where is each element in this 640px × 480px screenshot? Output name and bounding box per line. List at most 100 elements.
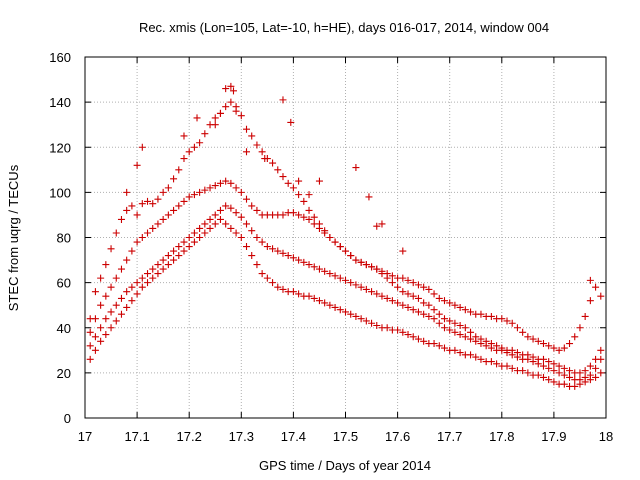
data-point bbox=[138, 283, 146, 291]
data-point bbox=[97, 324, 105, 332]
data-point bbox=[175, 202, 183, 210]
data-point bbox=[305, 215, 313, 223]
y-tick-label: 80 bbox=[57, 231, 71, 246]
data-point bbox=[279, 285, 287, 293]
data-point bbox=[326, 234, 334, 241]
data-point bbox=[503, 349, 511, 357]
data-point bbox=[216, 215, 224, 223]
data-point bbox=[185, 193, 193, 201]
data-point bbox=[378, 220, 386, 228]
data-point bbox=[420, 310, 428, 318]
y-tick-label: 60 bbox=[57, 276, 71, 291]
x-tick-label: 17.5 bbox=[333, 429, 358, 444]
data-point bbox=[305, 206, 313, 214]
data-point bbox=[342, 308, 349, 316]
data-point bbox=[347, 310, 355, 318]
data-point bbox=[566, 340, 574, 348]
data-point bbox=[159, 265, 167, 273]
data-point bbox=[477, 310, 485, 318]
data-point bbox=[164, 252, 172, 260]
data-point bbox=[133, 290, 141, 298]
data-point bbox=[362, 317, 370, 325]
data-point bbox=[331, 238, 339, 246]
data-point bbox=[550, 378, 558, 386]
data-point bbox=[180, 197, 188, 205]
data-point bbox=[451, 328, 459, 336]
data-point bbox=[170, 247, 178, 255]
data-point bbox=[123, 288, 131, 296]
data-point bbox=[222, 103, 230, 111]
data-point bbox=[258, 270, 266, 278]
data-point bbox=[164, 184, 172, 192]
data-point bbox=[216, 206, 224, 214]
data-point bbox=[503, 317, 511, 325]
data-point bbox=[295, 177, 303, 185]
data-point bbox=[287, 118, 295, 126]
data-point bbox=[310, 294, 318, 302]
y-axis-label: STEC from uqrg / TECUs bbox=[6, 164, 21, 311]
data-point bbox=[571, 333, 579, 341]
data-point bbox=[154, 195, 162, 203]
data-point bbox=[144, 229, 152, 237]
data-point bbox=[123, 206, 131, 214]
data-point bbox=[555, 362, 563, 370]
data-point bbox=[362, 285, 370, 293]
data-point bbox=[289, 209, 297, 217]
data-point bbox=[190, 191, 198, 199]
data-point bbox=[365, 193, 373, 201]
data-point bbox=[175, 166, 183, 174]
data-point bbox=[321, 229, 329, 237]
data-point bbox=[180, 238, 188, 246]
axis-ticks: 17 17.1 17.2 17.3 17.4 17.5 17.6 17.7 17.8 17.9 18… bbox=[49, 50, 613, 444]
data-point bbox=[409, 279, 417, 287]
data-point bbox=[211, 220, 219, 228]
data-point bbox=[133, 161, 141, 169]
data-point bbox=[237, 112, 245, 120]
data-point bbox=[420, 283, 428, 291]
data-point bbox=[216, 109, 224, 117]
data-point bbox=[229, 87, 237, 95]
data-point bbox=[586, 362, 594, 370]
data-point bbox=[279, 173, 287, 181]
data-point bbox=[133, 211, 141, 219]
data-point bbox=[263, 274, 271, 282]
data-point bbox=[201, 130, 209, 138]
data-point bbox=[196, 224, 204, 232]
data-point bbox=[269, 159, 277, 167]
data-point bbox=[243, 243, 251, 251]
data-point bbox=[237, 213, 245, 221]
data-point bbox=[295, 211, 303, 219]
data-point bbox=[477, 355, 485, 363]
data-point bbox=[539, 340, 547, 348]
data-point bbox=[91, 346, 99, 354]
data-point bbox=[409, 292, 417, 300]
data-point bbox=[185, 234, 193, 241]
data-point bbox=[133, 279, 141, 287]
data-point bbox=[498, 346, 506, 354]
data-point bbox=[404, 290, 412, 298]
data-point bbox=[373, 321, 381, 329]
data-point bbox=[279, 249, 287, 257]
data-point bbox=[91, 333, 99, 341]
data-point bbox=[310, 263, 318, 271]
data-point bbox=[201, 229, 209, 237]
data-point bbox=[414, 281, 422, 289]
data-point bbox=[373, 222, 381, 230]
data-point bbox=[399, 274, 407, 282]
data-point bbox=[193, 114, 201, 122]
data-point bbox=[487, 344, 495, 352]
grid-lines bbox=[85, 57, 606, 418]
data-point bbox=[414, 294, 422, 302]
data-point bbox=[211, 114, 219, 122]
data-point bbox=[222, 85, 230, 93]
data-point bbox=[388, 297, 396, 305]
data-point bbox=[321, 267, 329, 275]
data-point bbox=[425, 312, 433, 320]
data-point bbox=[461, 324, 469, 332]
data-point bbox=[519, 367, 527, 375]
data-point bbox=[112, 274, 120, 282]
data-point bbox=[253, 261, 261, 269]
data-point bbox=[164, 211, 172, 219]
data-point bbox=[196, 234, 204, 241]
data-point bbox=[149, 224, 157, 232]
